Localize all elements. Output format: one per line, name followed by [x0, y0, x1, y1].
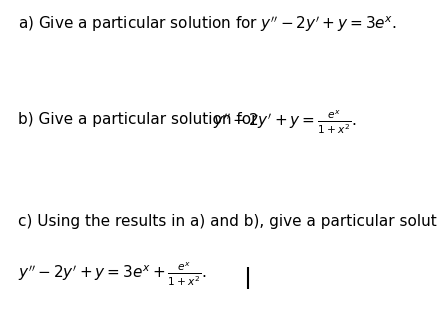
Text: a) Give a particular solution for $y'' - 2y' + y = 3e^x$.: a) Give a particular solution for $y'' -… [18, 15, 396, 34]
Text: $y'' - 2y' + y = 3e^x + \frac{e^x}{1+x^2}.$: $y'' - 2y' + y = 3e^x + \frac{e^x}{1+x^2… [18, 260, 206, 288]
Text: $y'' - 2y' + y = \frac{e^x}{1+x^2}.$: $y'' - 2y' + y = \frac{e^x}{1+x^2}.$ [212, 108, 356, 136]
Text: c) Using the results in a) and b), give a particular solution for: c) Using the results in a) and b), give … [18, 214, 438, 229]
Text: b) Give a particular solution for: b) Give a particular solution for [18, 112, 257, 127]
